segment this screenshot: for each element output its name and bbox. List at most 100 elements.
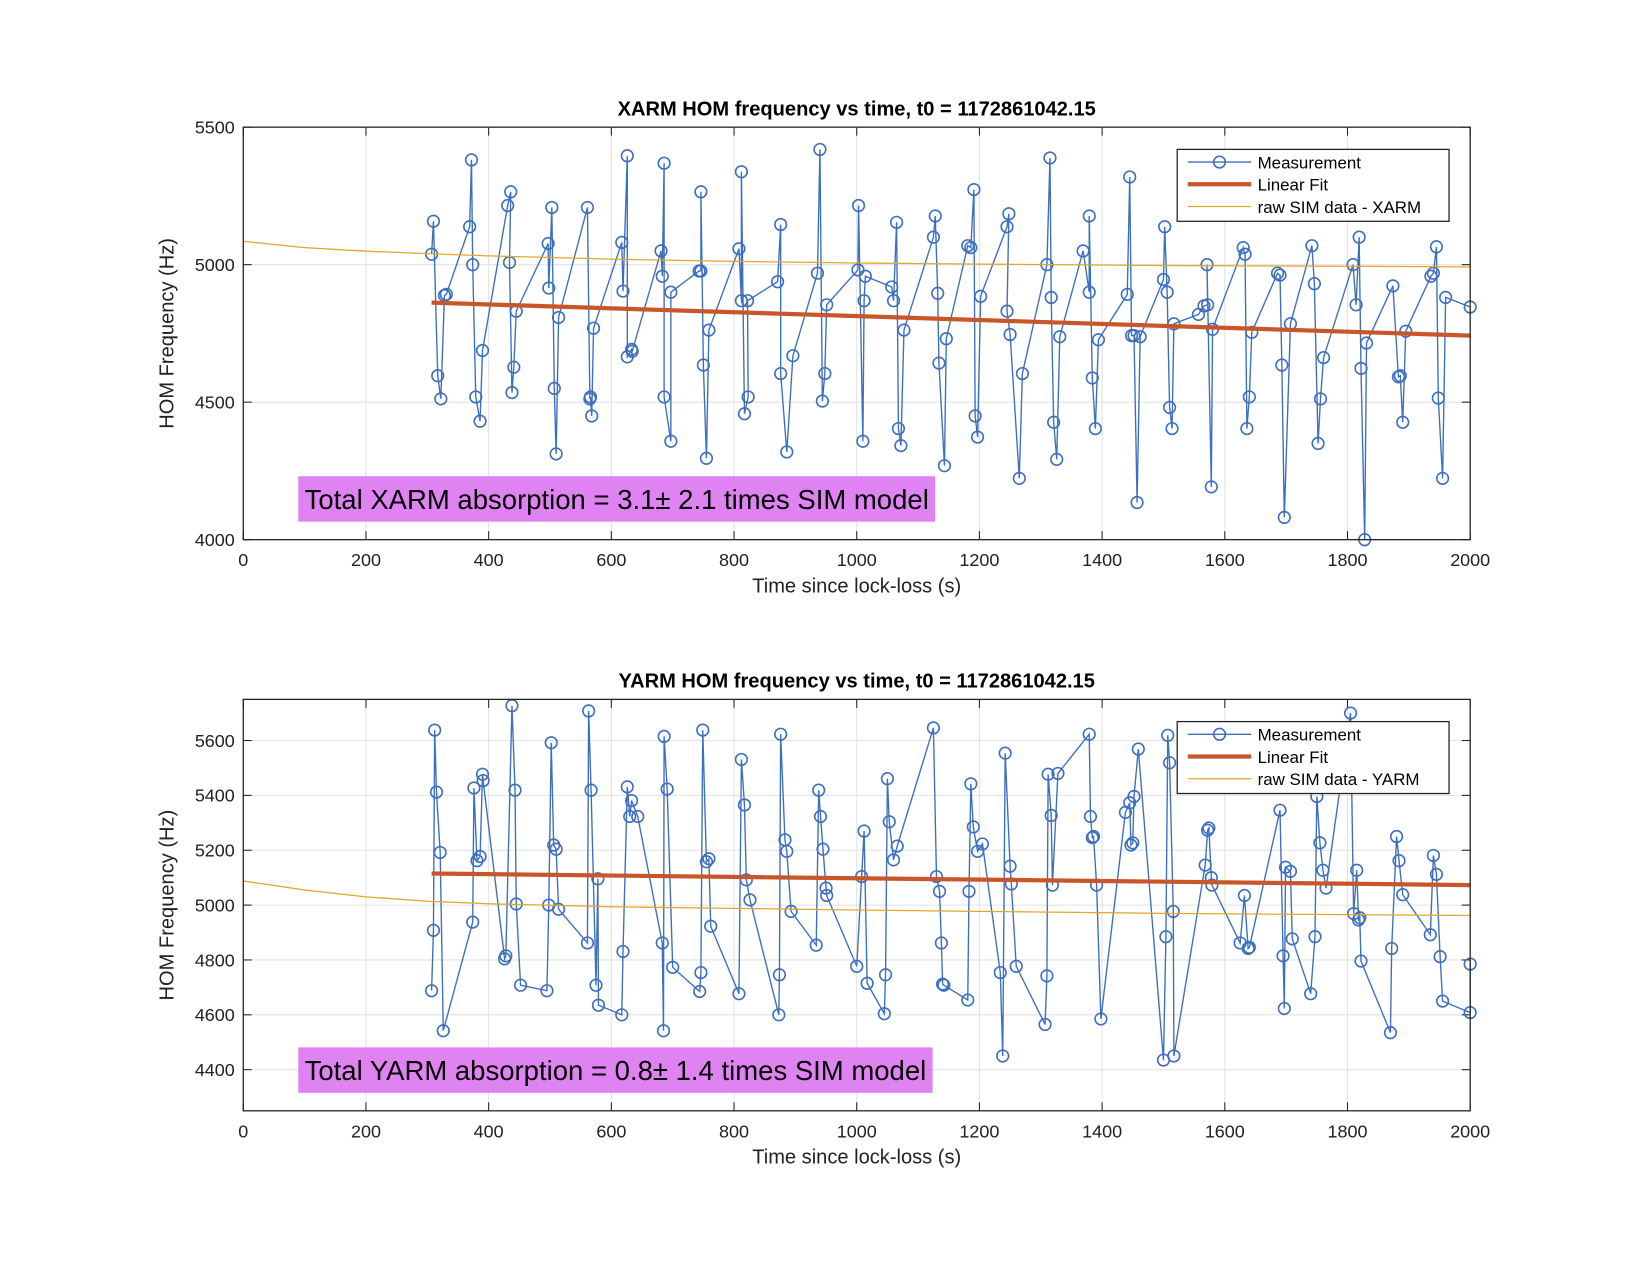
marker [1399, 324, 1413, 338]
marker [507, 360, 521, 374]
marker [660, 782, 674, 796]
marker [974, 289, 988, 303]
marker [928, 209, 942, 223]
marker [1002, 207, 1016, 221]
marker [1308, 930, 1322, 944]
marker [580, 200, 595, 215]
marker [426, 214, 441, 228]
marker [1435, 471, 1450, 485]
x-tick-label: 1200 [959, 550, 999, 570]
marker [1040, 969, 1054, 983]
marker [584, 783, 598, 797]
marker [1316, 351, 1331, 365]
marker [1313, 392, 1328, 406]
x-tick-label: 800 [719, 550, 749, 570]
x-tick-label: 200 [351, 550, 381, 570]
marker [1389, 829, 1404, 844]
y-tick-label: 4800 [195, 950, 235, 970]
marker [615, 1008, 629, 1022]
marker [1159, 930, 1173, 944]
marker [585, 409, 599, 423]
legend-label: Measurement [1258, 153, 1362, 172]
marker [939, 332, 953, 346]
marker [1352, 230, 1366, 244]
marker [880, 772, 895, 786]
marker [1429, 867, 1444, 881]
marker [657, 156, 671, 170]
marker [819, 881, 833, 895]
series-line [243, 240, 1471, 268]
annotation-box [298, 476, 936, 522]
marker [1044, 290, 1058, 304]
marker [1426, 848, 1440, 863]
marker [1439, 290, 1453, 304]
marker [704, 919, 718, 933]
marker [504, 185, 518, 199]
marker [734, 294, 749, 308]
marker [1277, 510, 1291, 524]
marker [877, 1007, 891, 1021]
series-line [431, 871, 1471, 888]
marker [549, 447, 563, 461]
marker [1305, 239, 1319, 253]
marker [547, 381, 561, 396]
annotation: Total XARM absorption = 3.1± 2.1 times S… [305, 484, 929, 515]
marker [1435, 994, 1450, 1008]
marker [1423, 928, 1437, 942]
marker [1166, 904, 1180, 919]
marker [591, 872, 605, 886]
x-tick-label: 1800 [1328, 550, 1368, 570]
marker [889, 215, 904, 229]
marker [1245, 325, 1259, 339]
axes-frame [242, 698, 1471, 1112]
marker [1076, 244, 1090, 258]
marker [1241, 941, 1255, 956]
marker [501, 198, 515, 213]
marker [702, 323, 716, 337]
marker [654, 244, 668, 258]
marker [886, 853, 901, 867]
axes-frame [242, 126, 1471, 541]
marker [1130, 495, 1144, 510]
marker [1051, 766, 1065, 781]
marker [1167, 1049, 1181, 1063]
marker [582, 704, 596, 718]
marker [1015, 366, 1029, 381]
marker [1426, 266, 1440, 280]
marker [961, 239, 975, 253]
marker [1240, 421, 1254, 436]
marker [1167, 317, 1181, 331]
annotation: Total YARM absorption = 0.8± 1.4 times S… [305, 1055, 927, 1086]
marker [1273, 803, 1287, 817]
marker [1162, 400, 1177, 414]
marker [473, 414, 487, 428]
marker [1082, 727, 1096, 741]
marker [1160, 285, 1174, 299]
y-tick-label: 4600 [195, 1005, 235, 1025]
marker [739, 873, 753, 887]
marker [1204, 480, 1218, 494]
x-tick-label: 1400 [1082, 550, 1122, 570]
marker [620, 780, 634, 794]
marker [424, 984, 439, 998]
marker [1202, 821, 1216, 835]
marker [1354, 361, 1368, 375]
marker [1359, 336, 1374, 350]
marker [996, 1049, 1010, 1063]
marker [664, 285, 678, 299]
legend-label: Linear Fit [1258, 748, 1329, 767]
legend-label: raw SIM data - XARM [1258, 198, 1421, 217]
marker [886, 294, 901, 308]
marker [431, 369, 445, 383]
marker [1082, 285, 1096, 299]
marker [551, 310, 566, 325]
marker [740, 294, 755, 308]
y-tick-label: 5000 [195, 255, 235, 275]
marker [1283, 864, 1298, 878]
marker [891, 421, 906, 436]
marker [475, 767, 490, 781]
marker [1091, 333, 1106, 347]
marker [1353, 911, 1367, 925]
marker [475, 343, 490, 358]
